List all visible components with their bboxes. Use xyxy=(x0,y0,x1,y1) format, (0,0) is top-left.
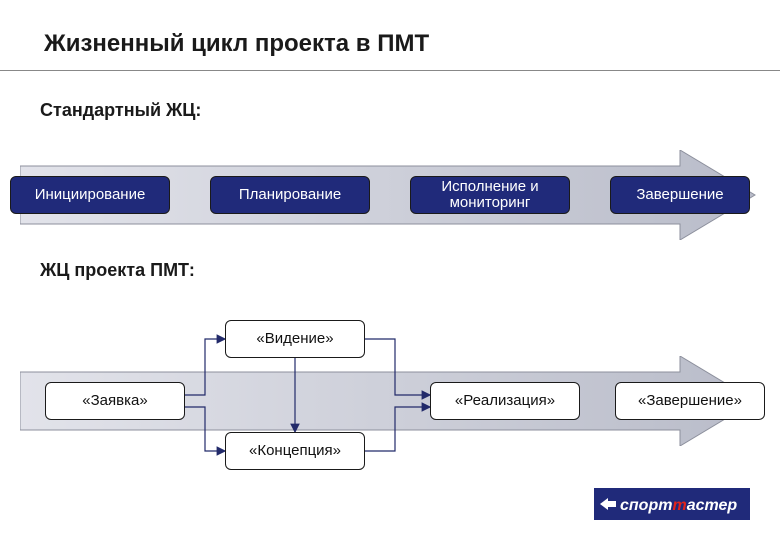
stage-1: Планирование xyxy=(210,176,370,214)
logo-sportmaster: спортmастер xyxy=(594,488,750,520)
svg-text:спортmастер: спортmастер xyxy=(620,497,737,514)
stage-videnie: «Видение» xyxy=(225,320,365,358)
page-title: Жизненный цикл проекта в ПМТ xyxy=(44,30,429,58)
subtitle-standard: Стандартный ЖЦ: xyxy=(40,100,201,121)
stage-realiz: «Реализация» xyxy=(430,382,580,420)
stage-zaversh: «Завершение» xyxy=(615,382,765,420)
frame-top-line xyxy=(0,70,780,71)
stage-0: Инициирование xyxy=(10,176,170,214)
subtitle-pmt: ЖЦ проекта ПМТ: xyxy=(40,260,195,281)
stage-zayavka: «Заявка» xyxy=(45,382,185,420)
stage-2: Исполнение имониторинг xyxy=(410,176,570,214)
stage-koncep: «Концепция» xyxy=(225,432,365,470)
logo-accent: m xyxy=(672,497,686,514)
stage-3: Завершение xyxy=(610,176,750,214)
logo-suffix: астер xyxy=(687,497,738,514)
logo-prefix: спорт xyxy=(620,497,672,514)
